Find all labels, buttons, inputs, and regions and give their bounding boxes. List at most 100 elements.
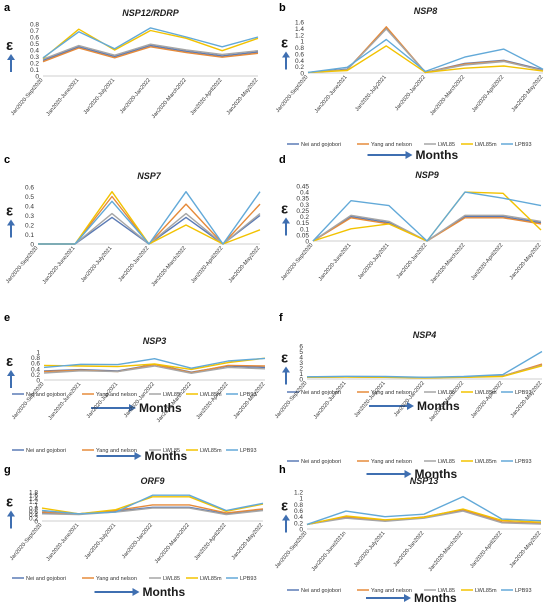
x-tick-label: Jan2020-July2021 bbox=[84, 522, 117, 560]
chart-panel-a: a NSP12/RDRP 00.10.20.30.40.50.60.70.8 Jan2… bbox=[4, 2, 260, 120]
series-line-lpb93 bbox=[41, 494, 264, 515]
chart-title: NSP8 bbox=[414, 6, 438, 16]
y-tick-label: 1.6 bbox=[295, 20, 304, 27]
y-axis-symbol: ε bbox=[281, 498, 288, 515]
series-line-lpb93 bbox=[42, 27, 259, 59]
y-tick-label: 0 bbox=[299, 527, 303, 534]
y-tick-label: 0.2 bbox=[29, 515, 38, 522]
x-tick-label: Jan2020-June2021 bbox=[45, 522, 80, 562]
x-axis-label: Months bbox=[416, 148, 459, 162]
x-tick-label: Jan2020-July2021 bbox=[357, 242, 390, 280]
x-tick-label: Jan2020-Sept2020 bbox=[280, 242, 314, 281]
panel-letter: c bbox=[4, 154, 10, 166]
y-tick-label: 1.8 bbox=[29, 490, 38, 497]
y-tick-label: 0.2 bbox=[30, 61, 39, 68]
y-tick-label: 1 bbox=[299, 371, 303, 378]
x-tick-label: Jan2020-July2021 bbox=[353, 530, 386, 568]
x-tick-label: Jan2020-June2021 bbox=[313, 380, 348, 420]
y-axis-arrow-head bbox=[282, 51, 290, 58]
series-line-yang-and-nelson bbox=[38, 195, 261, 245]
y-tick-label: 0 bbox=[34, 519, 38, 526]
series-line-lwl85m bbox=[42, 28, 259, 60]
y-tick-label: 1 bbox=[36, 350, 40, 357]
y-axis-symbol: ε bbox=[6, 37, 13, 54]
y-axis-symbol: ε bbox=[281, 350, 288, 367]
panel-letter: e bbox=[4, 312, 10, 324]
months-arrow-head bbox=[407, 402, 414, 410]
y-tick-label: 1.2 bbox=[295, 32, 304, 39]
y-tick-label: 0.7 bbox=[30, 28, 39, 35]
x-tick-label: Jan2020-July2021 bbox=[86, 381, 119, 419]
series-line-lpb93 bbox=[307, 38, 544, 74]
legend-entry: LPB93 bbox=[240, 448, 257, 454]
y-tick-label: 0.1 bbox=[300, 226, 309, 233]
series-line-lwl85m bbox=[38, 191, 261, 245]
y-tick-label: 0.2 bbox=[295, 64, 304, 71]
x-tick-label: Jan2020-March2022 bbox=[151, 77, 188, 120]
series-line-lwl85m bbox=[43, 357, 266, 371]
series-line-lwl85 bbox=[43, 365, 266, 374]
y-tick-label: 0.15 bbox=[296, 220, 309, 227]
y-tick-label: 0.45 bbox=[296, 184, 309, 191]
series-line-yang-and-nelson bbox=[307, 26, 544, 74]
x-axis-label: Months bbox=[145, 449, 188, 463]
y-tick-label: 0.8 bbox=[29, 506, 38, 513]
x-tick-label: Jan2020-Jan2022 bbox=[121, 522, 154, 560]
x-tick-label: Jan2020-Jan2022 bbox=[393, 530, 426, 568]
y-axis-arrow-head bbox=[282, 366, 290, 373]
chart-title: NSP7 bbox=[137, 171, 162, 181]
legend-entry: LWL85m bbox=[475, 142, 497, 148]
legend-entry: Nei and gojobori bbox=[26, 392, 66, 398]
legend-entry: LWL85 bbox=[163, 448, 180, 454]
x-tick-label: Jan2020-Jan2022 bbox=[119, 77, 152, 115]
y-tick-label: 0.5 bbox=[30, 41, 39, 48]
legend-entry: Nei and gojobori bbox=[301, 588, 341, 594]
y-tick-label: 0.05 bbox=[296, 232, 309, 239]
panel-letter: h bbox=[279, 464, 286, 476]
chart-panel-g: g ORF9 00.20.40.60.811.21.41.61.8 Jan2020-S… bbox=[4, 464, 265, 599]
x-axis-label: Months bbox=[415, 467, 458, 481]
x-tick-label: Jan2020-June2021 bbox=[47, 381, 82, 421]
x-tick-label: Jan2020-Jan2022 bbox=[118, 245, 151, 283]
chart-title: NSP3 bbox=[143, 336, 167, 346]
x-tick-label: Jan2020-Sept2020 bbox=[5, 245, 39, 284]
y-tick-label: 1.6 bbox=[29, 493, 38, 500]
months-arrow-head bbox=[134, 452, 142, 460]
y-tick-label: 0.1 bbox=[30, 67, 39, 74]
chart-panel-b: b NSP8 00.20.40.60.811.21.41.6 Jan2020-Sept… bbox=[275, 2, 544, 162]
y-axis-symbol: ε bbox=[6, 203, 13, 220]
y-tick-label: 0.6 bbox=[29, 509, 38, 516]
x-tick-label: Jan2020-May2022 bbox=[510, 380, 544, 419]
legend-entry: LPB93 bbox=[240, 576, 257, 582]
x-tick-label: Jan2020-June2021n bbox=[311, 530, 348, 572]
y-tick-label: 1 bbox=[34, 502, 38, 509]
x-tick-label: Jan2020-July2021 bbox=[80, 245, 113, 283]
y-tick-label: 0.2 bbox=[294, 520, 303, 527]
y-tick-label: 0.3 bbox=[300, 202, 309, 209]
y-tick-label: 0.8 bbox=[294, 502, 303, 509]
y-tick-label: 0.4 bbox=[300, 190, 309, 197]
chart-title: NSP12/RDRP bbox=[122, 8, 180, 18]
series-line-lwl85 bbox=[42, 43, 259, 60]
y-tick-label: 0.4 bbox=[31, 366, 40, 373]
x-tick-label: Jan2020-April2022 bbox=[193, 522, 227, 561]
y-axis-arrow-head bbox=[7, 219, 15, 226]
x-tick-label: Jan2020-May2022 bbox=[509, 530, 543, 569]
panel-letter: a bbox=[4, 2, 11, 14]
y-tick-label: 0.3 bbox=[30, 54, 39, 61]
x-tick-label: Jan2020-April2022 bbox=[195, 381, 229, 420]
x-tick-label: Jan2020-July2021 bbox=[354, 74, 387, 112]
y-tick-label: 1.4 bbox=[295, 26, 304, 33]
legend-entry: Yang and nelson bbox=[371, 390, 412, 396]
x-tick-label: Jan2020-June2021 bbox=[318, 242, 353, 282]
legend-entry: Nei and gojobori bbox=[301, 142, 341, 148]
chart-title: ORF9 bbox=[140, 476, 164, 486]
legend-entry: LWL85m bbox=[475, 588, 497, 594]
x-tick-label: Jan2020-April2022 bbox=[470, 380, 504, 419]
y-tick-label: 0.4 bbox=[25, 204, 34, 211]
x-tick-label: Jan2020-April2022 bbox=[470, 242, 504, 281]
y-axis-symbol: ε bbox=[281, 201, 288, 218]
months-arrow-head bbox=[404, 594, 411, 602]
